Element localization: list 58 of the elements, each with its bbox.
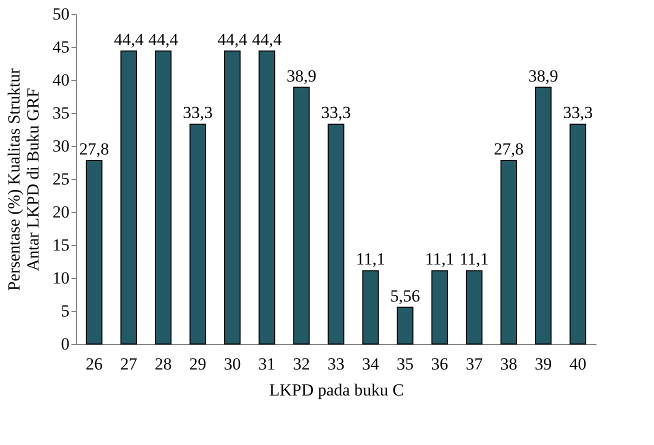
x-tick-label: 34 <box>362 354 380 374</box>
x-axis-title: LKPD pada buku C <box>269 380 404 400</box>
data-label: 38,9 <box>528 66 558 86</box>
x-tick-label: 38 <box>500 354 518 374</box>
x-tick-label: 28 <box>154 354 172 374</box>
y-tick-label: 20 <box>52 202 70 222</box>
x-tick-label: 32 <box>292 354 310 374</box>
x-tick-label: 35 <box>396 354 414 374</box>
x-tick-label: 40 <box>569 354 586 374</box>
bar <box>293 86 310 344</box>
data-label: 27,8 <box>79 140 110 159</box>
y-tick-label: 0 <box>61 334 70 354</box>
data-label: 11,1 <box>356 250 386 269</box>
data-label: 5,56 <box>390 286 420 306</box>
y-tick-label: 10 <box>52 268 70 288</box>
data-label: 33,3 <box>562 103 593 122</box>
bar <box>500 160 518 344</box>
x-tick-label: 39 <box>534 354 552 374</box>
y-tick-label: 40 <box>52 70 70 90</box>
data-label: 11,1 <box>425 250 454 269</box>
bar <box>362 270 379 344</box>
y-tick-label: 45 <box>52 38 70 56</box>
data-label: 27,8 <box>494 140 524 159</box>
data-label: 38,9 <box>286 66 316 86</box>
data-label: 33,3 <box>182 103 213 122</box>
y-tick-label: 30 <box>52 136 70 156</box>
bar <box>86 160 102 344</box>
y-tick-label: 25 <box>52 170 70 188</box>
bar <box>570 124 586 344</box>
bar <box>258 50 276 344</box>
bar <box>466 270 482 344</box>
data-label: 44,4 <box>252 30 282 49</box>
bar <box>224 50 241 344</box>
bar <box>396 306 414 344</box>
x-tick-label: 37 <box>466 354 484 374</box>
bar <box>120 50 137 344</box>
x-tick-label: 29 <box>189 354 206 374</box>
data-label: 44,4 <box>217 30 248 49</box>
bar <box>431 270 448 344</box>
data-label: 33,3 <box>321 103 351 122</box>
bar <box>328 124 344 344</box>
data-label: 44,4 <box>148 30 179 49</box>
bar <box>190 124 206 344</box>
y-axis-title: Persentase (%) Kualitas Struktur Antar LKPD di Buku GRF <box>4 68 42 291</box>
bar <box>154 50 172 344</box>
x-tick-label: 27 <box>120 354 138 374</box>
data-label: 44,4 <box>114 30 144 49</box>
x-tick-label: 26 <box>86 354 103 374</box>
x-tick-label: 30 <box>224 354 241 374</box>
data-label: 11,1 <box>460 250 489 269</box>
x-tick-label: 36 <box>431 354 448 374</box>
x-tick-label: 33 <box>328 354 344 374</box>
y-tick-label: 50 <box>52 4 70 24</box>
y-tick-label: 35 <box>52 104 70 122</box>
bar <box>535 86 552 344</box>
y-tick-label: 15 <box>52 236 70 254</box>
y-tick-label: 5 <box>61 302 70 320</box>
x-tick-label: 31 <box>258 354 276 374</box>
